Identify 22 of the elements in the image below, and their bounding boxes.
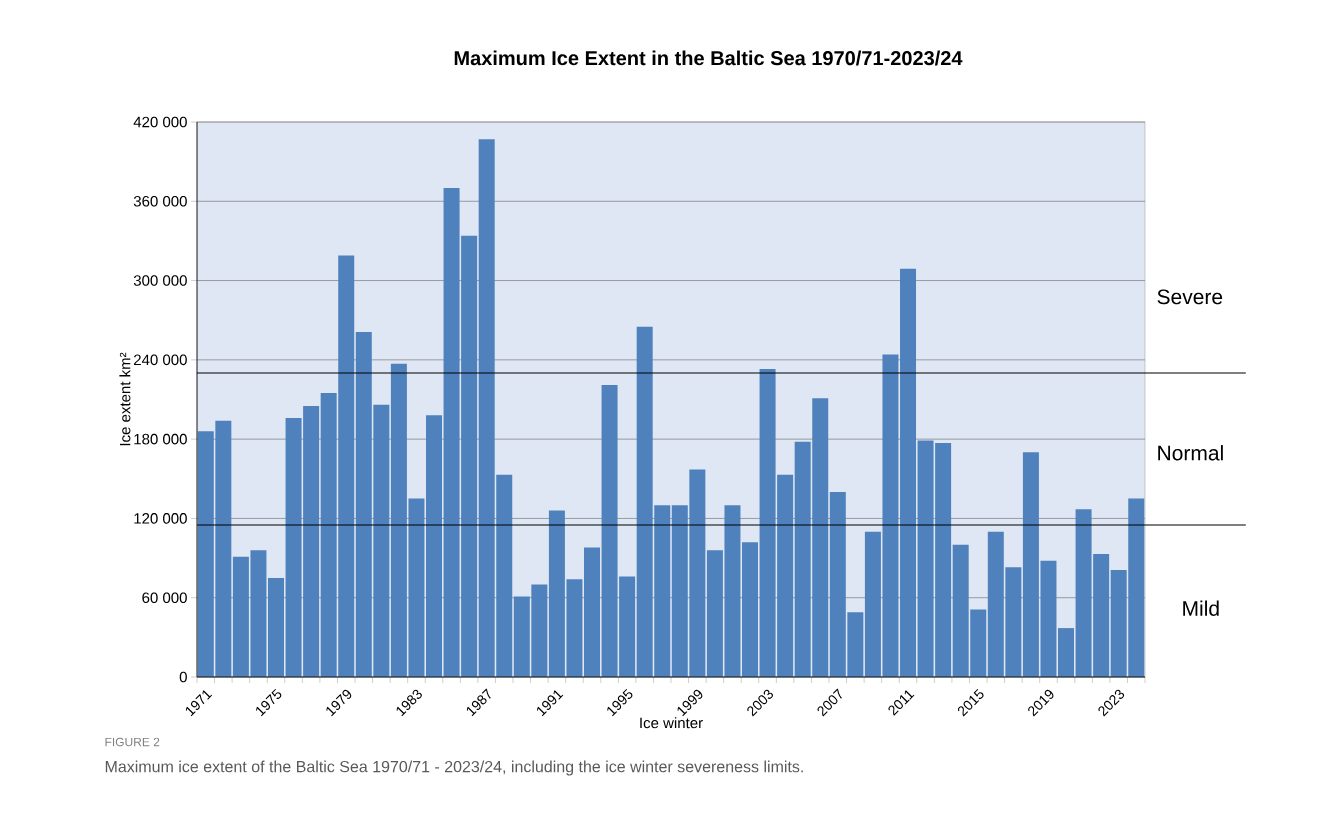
y-tick-label: 360 000 xyxy=(133,195,187,207)
y-tick-label: 240 000 xyxy=(134,354,187,366)
text: Maximum ice extent of the Baltic Sea 1970/71 - 2023/24, including the ice winter severeness limits. xyxy=(105,760,803,776)
text: Normal xyxy=(1158,445,1223,461)
text: Severe xyxy=(1157,289,1223,305)
y-tick-label: 60 000 xyxy=(142,592,187,604)
y-tick-label: 0 xyxy=(179,671,187,683)
bar xyxy=(742,542,759,677)
text: Mild xyxy=(1183,600,1219,616)
y-tick-label: 180 000 xyxy=(134,433,187,445)
y-tick-label: 300 000 xyxy=(133,275,187,286)
caption: FIGURE 2 xyxy=(105,737,160,747)
bar xyxy=(584,547,601,677)
y-tick-label: 420 000 xyxy=(133,116,187,128)
bar xyxy=(268,577,285,677)
y-axis-title: Ice extent km² xyxy=(119,352,131,446)
bar xyxy=(1058,628,1075,677)
x-axis-title: Ice winter xyxy=(640,717,703,729)
y-tick-label: 120 000 xyxy=(134,513,187,524)
chart-title: Maximum Ice Extent in the Baltic Sea 1970/71-2023/24 xyxy=(454,50,963,66)
bar xyxy=(900,268,917,677)
bar xyxy=(426,415,443,677)
